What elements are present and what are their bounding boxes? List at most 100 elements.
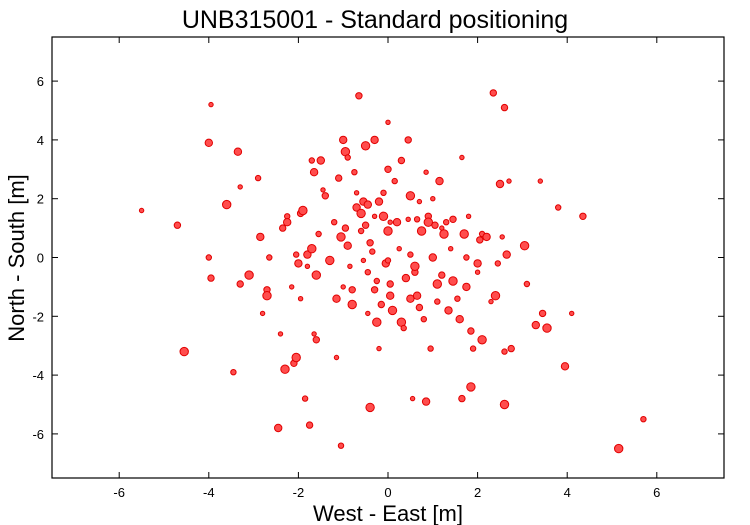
y-tick-label: 4 [37, 133, 44, 148]
data-point [344, 154, 351, 161]
x-tick-label: 2 [474, 485, 481, 500]
data-point [443, 219, 450, 226]
data-point [289, 284, 295, 290]
y-tick-label: -6 [32, 427, 44, 442]
data-point [412, 291, 422, 300]
data-point [494, 260, 501, 267]
data-point [204, 138, 214, 148]
data-point [280, 364, 290, 374]
data-point [405, 191, 416, 201]
data-point [397, 156, 406, 165]
data-point [373, 277, 380, 285]
data-point [352, 203, 361, 212]
data-point [138, 207, 145, 214]
data-point [332, 294, 341, 303]
data-point [376, 345, 382, 352]
data-point [277, 331, 284, 337]
data-point [366, 239, 374, 247]
data-point [488, 298, 494, 305]
data-point [304, 263, 311, 269]
data-point [455, 315, 464, 324]
data-point [365, 402, 375, 413]
y-tick-label: -2 [32, 309, 44, 324]
axis-ticks: -6 -4 -2 0 2 4 6 -6 -4 -2 0 2 4 6 [32, 37, 724, 500]
data-point [465, 213, 472, 220]
data-point [467, 327, 475, 335]
data-point [542, 323, 552, 333]
data-point [205, 254, 213, 261]
y-tick-label: 6 [37, 74, 44, 89]
data-point [404, 136, 412, 144]
x-axis-label: West - East [m] [313, 501, 463, 525]
data-point [501, 348, 508, 355]
data-point [309, 168, 319, 177]
data-point [347, 299, 357, 310]
data-point [500, 103, 509, 112]
data-point [416, 226, 427, 236]
data-point [432, 279, 442, 289]
data-point [293, 251, 300, 258]
data-point [401, 273, 411, 283]
data-point [499, 234, 505, 240]
data-point [360, 141, 371, 151]
data-point [435, 176, 444, 186]
data-point [386, 280, 394, 288]
data-point [387, 219, 393, 225]
data-point [294, 259, 303, 268]
data-point [372, 317, 382, 327]
data-point [489, 89, 497, 97]
data-point [301, 395, 309, 402]
data-point [256, 232, 265, 242]
data-point [421, 397, 431, 406]
data-point [406, 294, 415, 303]
data-point [555, 204, 562, 211]
data-point [462, 282, 471, 292]
data-point [495, 179, 505, 189]
data-point [233, 147, 243, 156]
data-point [370, 286, 379, 294]
y-tick-label: 0 [37, 251, 44, 266]
data-point [222, 199, 232, 210]
data-point [230, 369, 237, 376]
data-point [640, 416, 647, 423]
data-point [316, 156, 325, 165]
data-point [466, 382, 476, 392]
data-point [377, 300, 385, 309]
x-tick-label: 4 [564, 485, 571, 500]
data-point [254, 174, 262, 182]
data-point [315, 230, 322, 238]
data-point [208, 101, 214, 108]
data-point [438, 271, 446, 279]
data-point [325, 255, 335, 266]
data-point [320, 187, 326, 193]
data-point [387, 305, 398, 316]
data-point [490, 291, 501, 301]
data-point [355, 92, 363, 100]
data-point [519, 241, 530, 251]
data-point [431, 221, 439, 229]
data-point [365, 310, 371, 317]
data-point [502, 250, 511, 259]
data-point [348, 286, 356, 294]
data-point [523, 280, 531, 288]
data-point [415, 303, 424, 312]
y-axis-label: North - South [m] [4, 174, 29, 342]
data-point [458, 394, 466, 403]
data-point [371, 213, 378, 220]
data-point [579, 212, 587, 221]
data-point [207, 274, 215, 282]
data-point [392, 218, 402, 227]
data-point [370, 135, 379, 145]
data-point [244, 270, 254, 280]
data-point [173, 221, 182, 229]
data-point [482, 232, 491, 242]
data-point [427, 345, 434, 352]
data-point [311, 270, 321, 280]
data-point [477, 335, 487, 345]
data-point [531, 320, 540, 330]
data-point [384, 165, 392, 174]
data-point [386, 291, 395, 300]
data-point [444, 306, 453, 315]
data-point [308, 157, 315, 164]
data-point [430, 196, 436, 202]
